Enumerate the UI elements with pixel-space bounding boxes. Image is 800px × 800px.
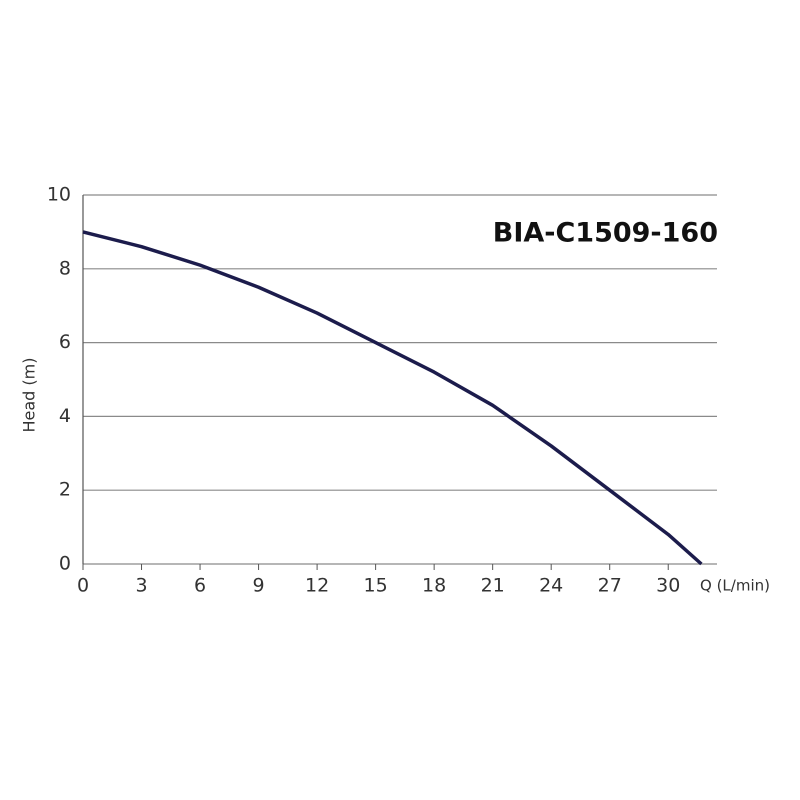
chart-title: BIA-C1509-160 [493,218,718,249]
x-tick-label: 3 [135,575,147,597]
y-tick-label: 0 [59,553,71,575]
curve [82,230,703,566]
x-tick-label: 9 [253,575,265,597]
x-tick-label: 27 [598,575,622,597]
y-tick-label: 2 [59,479,71,501]
x-tick-label: 0 [77,575,89,597]
x-tick-label: 6 [194,575,206,597]
y-tick-label: 8 [59,257,71,279]
x-tick-label: 30 [656,575,680,597]
x-tick-label: 15 [364,575,388,597]
x-axis-label: Q (L/min) [700,577,770,595]
x-tick-label: 12 [305,575,329,597]
x-tick-label: 18 [422,575,446,597]
x-tick-label: 21 [481,575,505,597]
y-axis-label: Head (m) [20,358,39,433]
y-tick-label: 10 [47,184,71,206]
x-tick-label: 24 [539,575,563,597]
y-tick-label: 6 [59,331,71,353]
y-tick-label: 4 [59,405,71,427]
